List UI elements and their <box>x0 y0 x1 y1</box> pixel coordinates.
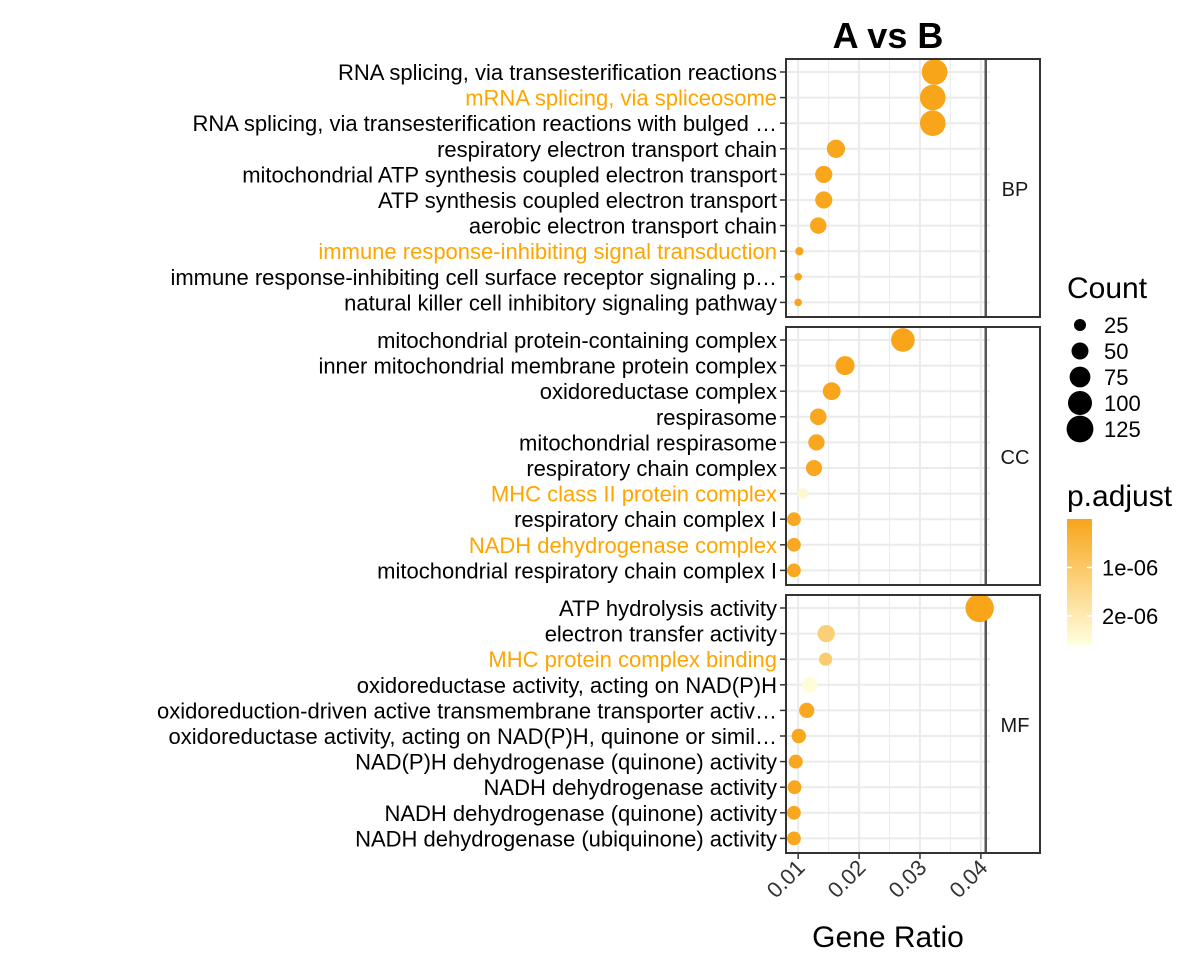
panel-border <box>785 58 1041 318</box>
data-point <box>801 677 818 693</box>
data-point <box>794 273 802 281</box>
x-axis-title: Gene Ratio <box>812 921 964 954</box>
data-point <box>799 702 815 718</box>
data-point <box>815 191 833 209</box>
count-legend-label: 75 <box>1104 365 1128 390</box>
panel-background <box>786 59 990 317</box>
data-point <box>787 537 801 552</box>
panel-background <box>786 327 990 585</box>
count-legend-label: 50 <box>1104 339 1128 364</box>
count-legend-title: Count <box>1067 272 1148 305</box>
chart-title: A vs B <box>833 15 944 56</box>
count-legend-key <box>1074 319 1086 331</box>
y-tick-label: MHC class II protein complex <box>491 482 777 507</box>
count-legend-label: 125 <box>1104 417 1141 442</box>
y-tick-label: inner mitochondrial membrane protein com… <box>318 354 777 379</box>
y-tick-label: NADH dehydrogenase complex <box>469 533 777 558</box>
y-tick-label: natural killer cell inhibitory signaling… <box>344 290 777 315</box>
data-point <box>891 328 915 352</box>
data-point <box>810 217 827 234</box>
panel-border <box>785 326 1041 586</box>
x-axis: 0.01 0.02 0.03 0.04 <box>762 853 992 903</box>
data-point <box>808 434 825 451</box>
y-tick-label: NAD(P)H dehydrogenase (quinone) activity <box>355 750 777 775</box>
count-legend-key <box>1068 391 1092 415</box>
x-tick-label: 0.03 <box>884 855 932 903</box>
y-tick-label: respiratory electron transport chain <box>437 137 777 162</box>
facet-panels: RNA splicing, via transesterification re… <box>157 58 1041 854</box>
facet-strip-label: BP <box>1002 179 1029 201</box>
y-tick-label: NADH dehydrogenase (quinone) activity <box>384 801 777 826</box>
data-point <box>815 165 833 183</box>
data-point <box>787 831 801 846</box>
facet-bp: RNA splicing, via transesterification re… <box>170 58 1041 318</box>
x-tick-label: 0.01 <box>762 855 810 903</box>
data-point <box>787 805 801 820</box>
facet-strip-label: CC <box>1001 447 1030 469</box>
y-tick-label: respiratory chain complex <box>526 456 777 481</box>
y-tick-label: RNA splicing, via transesterification re… <box>338 60 777 85</box>
data-point <box>822 382 841 401</box>
y-tick-label: immune response-inhibiting cell surface … <box>170 265 777 290</box>
facet-strip-label: MF <box>1001 715 1030 737</box>
data-point <box>787 780 802 795</box>
p-adjust-legend-title: p.adjust <box>1067 480 1173 513</box>
y-tick-label: immune response-inhibiting signal transd… <box>318 239 777 264</box>
y-tick-label: oxidoreductase activity, acting on NAD(P… <box>168 724 777 749</box>
y-tick-label: electron transfer activity <box>545 622 777 647</box>
y-tick-label: respirasome <box>656 405 777 430</box>
colorbar <box>1067 519 1092 645</box>
data-point <box>965 593 994 623</box>
panel-border <box>785 594 1041 854</box>
data-point <box>817 624 835 643</box>
count-legend-label: 25 <box>1104 313 1128 338</box>
facet-cc: mitochondrial protein-containing complex… <box>318 326 1041 586</box>
data-point <box>787 563 801 578</box>
data-point <box>791 728 806 744</box>
colorbar-label: 1e-06 <box>1102 555 1158 580</box>
data-point <box>795 247 804 256</box>
y-tick-label: mitochondrial respirasome <box>519 430 777 455</box>
y-tick-label: mitochondrial protein-containing complex <box>377 328 777 353</box>
p-adjust-legend: p.adjust 1e-06 2e-06 <box>1067 480 1173 645</box>
y-tick-label: RNA splicing, via transesterification re… <box>193 111 778 136</box>
data-point <box>826 139 846 158</box>
y-tick-label: mitochondrial ATP synthesis coupled elec… <box>242 162 777 187</box>
data-point <box>819 652 833 666</box>
data-point <box>788 754 803 769</box>
data-point <box>797 488 809 499</box>
y-tick-label: NADH dehydrogenase (ubiquinone) activity <box>355 826 777 851</box>
y-tick-label: respiratory chain complex I <box>514 507 777 532</box>
y-tick-label: oxidoreductase activity, acting on NAD(P… <box>357 673 777 698</box>
y-tick-label: MHC protein complex binding <box>488 647 777 672</box>
y-tick-label: oxidoreductase complex <box>540 379 777 404</box>
count-legend-label: 100 <box>1104 391 1141 416</box>
y-tick-label: NADH dehydrogenase activity <box>484 775 777 800</box>
x-tick-label: 0.04 <box>944 855 992 903</box>
data-point <box>919 84 946 111</box>
y-tick-label: mitochondrial respiratory chain complex … <box>377 558 777 583</box>
data-point <box>835 356 855 376</box>
y-tick-label: aerobic electron transport chain <box>469 214 777 239</box>
x-tick-label: 0.02 <box>823 855 871 903</box>
data-point <box>921 59 948 85</box>
y-tick-label: ATP hydrolysis activity <box>559 596 777 621</box>
colorbar-label: 2e-06 <box>1102 604 1158 629</box>
count-legend-key <box>1071 342 1089 360</box>
count-legend-key <box>1066 415 1094 443</box>
data-point <box>805 459 823 477</box>
data-point <box>919 110 946 137</box>
data-point <box>809 408 827 426</box>
y-tick-label: ATP synthesis coupled electron transport <box>378 188 777 213</box>
y-tick-label: oxidoreduction-driven active transmembra… <box>157 698 777 723</box>
data-point <box>794 298 802 307</box>
data-point <box>787 512 801 527</box>
count-legend-key <box>1069 366 1091 388</box>
y-tick-label: mRNA splicing, via spliceosome <box>465 86 777 111</box>
